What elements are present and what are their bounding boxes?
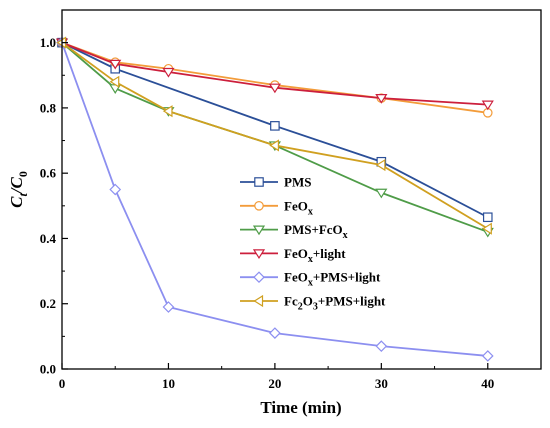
legend-label: FeOx+light — [284, 246, 346, 265]
legend-item: FeOx+light — [240, 246, 346, 265]
data-point — [375, 340, 388, 353]
y-tick-label: 0.0 — [40, 362, 56, 377]
legend-label-main: FeO — [284, 198, 308, 213]
y-tick-label: 0.6 — [40, 166, 57, 181]
data-point — [269, 327, 281, 339]
legend-item: PMS — [240, 175, 311, 190]
data-point — [375, 188, 388, 199]
legend-marker — [254, 177, 264, 187]
legend-marker — [252, 225, 266, 236]
x-tick-label: 10 — [162, 376, 175, 391]
series-4 — [56, 36, 494, 362]
x-tick-label: 30 — [375, 376, 388, 391]
legend-label-main: FeO — [284, 246, 308, 261]
legend-label-sub2: 3 — [313, 302, 318, 313]
x-tick-label: 40 — [481, 376, 494, 391]
legend-label-sub: x — [308, 278, 313, 289]
legend-label-main: PMS — [284, 175, 311, 190]
series-line — [61, 41, 489, 230]
series-layer — [55, 36, 494, 362]
data-point — [270, 121, 280, 131]
legend-marker — [253, 271, 265, 284]
data-point — [268, 83, 281, 94]
data-point — [109, 183, 122, 196]
data-point — [375, 158, 386, 172]
series-line — [61, 42, 488, 357]
legend-item: FeOx — [240, 198, 313, 217]
y-tick-label: 1.0 — [40, 35, 56, 50]
legend-label-sub: x — [308, 254, 313, 265]
axes-layer: 0 10 20 30 40 0.0 0.2 0.4 0.6 0.8 1.0 — [40, 9, 494, 391]
legend-label-tail2: +PMS+light — [318, 294, 386, 309]
legend-label-main: PMS+FcO — [284, 222, 343, 237]
legend-label-tail: +PMS+light — [313, 270, 381, 285]
legend-label-tail: +light — [313, 246, 346, 261]
y-tick-label: 0.8 — [40, 100, 57, 115]
series-line — [61, 41, 488, 114]
series-1 — [57, 37, 493, 118]
legend-label-main: FeO — [284, 270, 308, 285]
y-axis-title-main: C — [7, 196, 26, 208]
series-line — [61, 41, 488, 106]
legend-label: PMS — [284, 175, 311, 190]
data-point — [162, 105, 173, 118]
y-axis-title-sep: /C — [7, 176, 26, 195]
data-point — [482, 222, 492, 235]
legend-item: PMS+FcOx — [240, 222, 348, 241]
y-axis-title-sub2: 0 — [16, 171, 30, 177]
legend-label: FeOx+PMS+light — [284, 270, 381, 289]
legend-marker — [254, 201, 264, 211]
data-point — [481, 100, 494, 111]
x-tick-label: 20 — [268, 376, 281, 391]
legend-label-sub: x — [308, 206, 313, 217]
legend-marker — [253, 294, 264, 308]
data-point — [481, 350, 494, 362]
data-point — [482, 212, 493, 223]
legend-label: PMS+FcOx — [284, 222, 348, 241]
y-axis-title-sub1: t — [16, 193, 30, 197]
legend-label-tail: O — [303, 294, 313, 309]
legend-item: Fc2O3+PMS+light — [240, 294, 386, 313]
data-point — [109, 59, 122, 70]
legend-label-main: Fc — [284, 294, 298, 309]
series-line — [61, 41, 489, 233]
data-point — [269, 139, 279, 152]
data-point — [162, 67, 175, 78]
legend: PMSFeOxPMS+FcOxFeOx+lightFeOx+PMS+lightF… — [240, 175, 386, 313]
y-tick-label: 0.2 — [40, 296, 56, 311]
series-5 — [56, 36, 492, 235]
legend-label-sub: 2 — [298, 302, 303, 313]
data-point — [109, 75, 120, 88]
plot-frame — [61, 9, 542, 370]
x-axis-title: Time (min) — [260, 398, 341, 417]
y-axis-title: Ct/C0 — [7, 171, 30, 208]
legend-label: FeOx — [284, 198, 313, 217]
data-point — [375, 94, 388, 104]
legend-label: Fc2O3+PMS+light — [284, 294, 386, 313]
legend-label-sub: x — [343, 230, 348, 241]
legend-item: FeOx+PMS+light — [240, 270, 381, 289]
data-point — [162, 301, 175, 313]
legend-marker — [252, 249, 266, 260]
y-tick-label: 0.4 — [40, 231, 57, 246]
x-tick-label: 0 — [59, 376, 66, 391]
series-3 — [55, 38, 494, 111]
